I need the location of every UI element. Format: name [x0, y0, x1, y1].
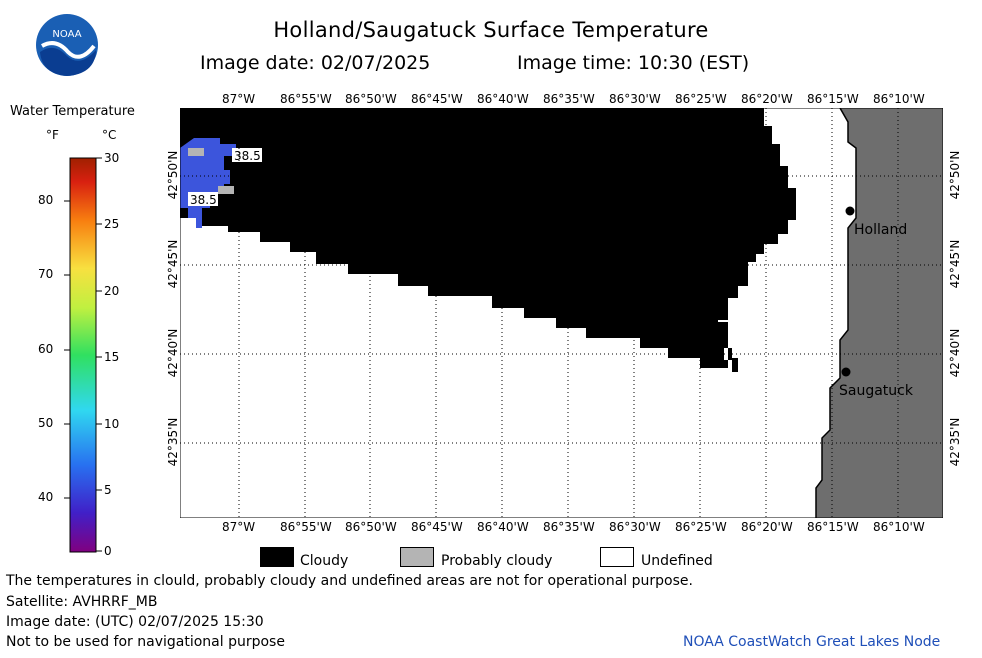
f-tick-50: 50 [38, 416, 54, 430]
lon-bottom-5: 86°35'W [543, 520, 595, 534]
unit-f-label: °F [46, 128, 59, 142]
city-saugatuck: Saugatuck [839, 383, 914, 399]
temp-label-2: 38.5 [190, 193, 217, 207]
grid-lines [180, 108, 943, 518]
lon-top-2: 86°50'W [345, 92, 397, 106]
c-tick-30: 30 [104, 151, 120, 165]
lon-top-10: 86°10'W [873, 92, 925, 106]
image-time: Image time: 10:30 (EST) [517, 52, 750, 74]
c-tick-15: 15 [104, 350, 120, 364]
f-tick-40: 40 [38, 490, 54, 504]
footer-navigation-note: Not to be used for navigational purpose [6, 634, 285, 650]
lon-top-0: 87°W [222, 92, 256, 106]
lat-left-3: 42°35'N [166, 417, 180, 467]
lon-bottom-2: 86°50'W [345, 520, 397, 534]
c-tick-20: 20 [104, 284, 120, 298]
legend-label-probably-cloudy: Probably cloudy [441, 553, 553, 569]
legend-swatch-cloudy [260, 547, 294, 567]
c-tick-25: 25 [104, 217, 120, 231]
lat-left-1: 42°45'N [166, 239, 180, 289]
lat-right-3: 42°35'N [948, 417, 962, 467]
land-area [816, 108, 943, 518]
legend-label-cloudy: Cloudy [300, 553, 349, 569]
cloud-area [180, 108, 796, 372]
f-tick-80: 80 [38, 193, 54, 207]
legend-swatch-undefined [600, 547, 634, 567]
footer-credit: NOAA CoastWatch Great Lakes Node [683, 634, 941, 650]
lat-left-0: 42°50'N [166, 150, 180, 200]
noaa-logo: NOAA [36, 14, 98, 76]
saugatuck-marker [841, 367, 851, 377]
colorbar-title: Water Temperature [10, 104, 135, 119]
lon-bottom-6: 86°30'W [609, 520, 661, 534]
lon-bottom-10: 86°10'W [873, 520, 925, 534]
c-tick-0: 0 [104, 544, 112, 558]
lon-top-1: 86°55'W [280, 92, 332, 106]
lon-bottom-7: 86°25'W [675, 520, 727, 534]
c-tick-5: 5 [104, 483, 112, 497]
lon-top-5: 86°35'W [543, 92, 595, 106]
image-date: Image date: 02/07/2025 [200, 52, 431, 74]
legend-label-undefined: Undefined [641, 553, 713, 569]
lat-left-2: 42°40'N [166, 328, 180, 378]
city-holland: Holland [854, 222, 907, 238]
lon-top-6: 86°30'W [609, 92, 661, 106]
c-tick-10: 10 [104, 417, 120, 431]
lon-bottom-3: 86°45'W [411, 520, 463, 534]
footer-disclaimer: The temperatures in clould, probably clo… [6, 573, 693, 589]
logo-text: NOAA [52, 29, 81, 40]
lon-bottom-4: 86°40'W [477, 520, 529, 534]
lon-bottom-0: 87°W [222, 520, 256, 534]
legend-swatch-probably-cloudy [400, 547, 434, 567]
lat-right-2: 42°40'N [948, 328, 962, 378]
temp-label-1: 38.5 [234, 149, 261, 163]
holland-marker [845, 206, 855, 216]
f-tick-70: 70 [38, 267, 54, 281]
footer-utc-date: Image date: (UTC) 02/07/2025 15:30 [6, 614, 264, 630]
lon-top-7: 86°25'W [675, 92, 727, 106]
lon-top-9: 86°15'W [807, 92, 859, 106]
lon-top-4: 86°40'W [477, 92, 529, 106]
lat-right-0: 42°50'N [948, 150, 962, 200]
map-panel: 38.5 38.5 Holland Saugatuck [180, 108, 943, 518]
lon-bottom-8: 86°20'W [741, 520, 793, 534]
footer-satellite: Satellite: AVHRRF_MB [6, 594, 158, 610]
lon-bottom-1: 86°55'W [280, 520, 332, 534]
lon-top-3: 86°45'W [411, 92, 463, 106]
page-title: Holland/Saugatuck Surface Temperature [273, 18, 709, 42]
colorbar [64, 157, 102, 553]
f-tick-60: 60 [38, 342, 54, 356]
lat-right-1: 42°45'N [948, 239, 962, 289]
lon-bottom-9: 86°15'W [807, 520, 859, 534]
lon-top-8: 86°20'W [741, 92, 793, 106]
unit-c-label: °C [102, 128, 117, 142]
